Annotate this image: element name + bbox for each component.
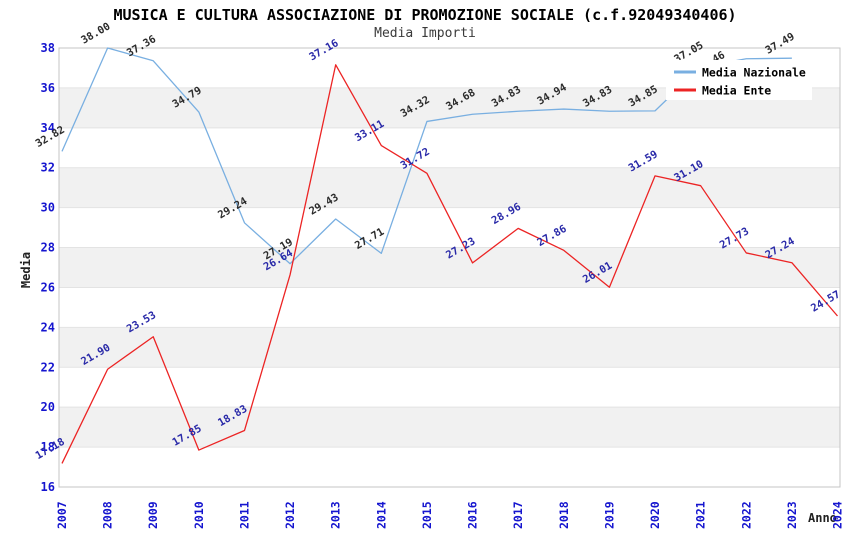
y-tick-label: 16	[41, 480, 55, 494]
y-tick-label: 34	[41, 121, 55, 135]
x-tick-label: 2019	[602, 501, 616, 529]
y-tick-label: 26	[41, 280, 55, 294]
y-tick-label: 20	[41, 400, 55, 414]
x-tick-label: 2012	[283, 501, 297, 529]
x-tick-label: 2021	[694, 501, 708, 529]
x-tick-label: 2013	[329, 501, 343, 529]
x-tick-label: 2010	[192, 501, 206, 529]
data-label: 37.16	[307, 37, 340, 63]
x-tick-label: 2007	[55, 501, 69, 529]
x-axis-title: Anno	[808, 511, 837, 525]
x-tick-label: 2020	[648, 501, 662, 529]
plot-border	[58, 47, 841, 488]
x-tick-label: 2008	[101, 501, 115, 529]
y-tick-label: 30	[41, 201, 55, 215]
x-tick-label: 2015	[420, 501, 434, 529]
x-tick-label: 2009	[146, 501, 160, 529]
x-tick-label: 2023	[785, 501, 799, 529]
plot-band	[59, 327, 840, 368]
y-tick-label: 36	[41, 81, 55, 95]
plot-band	[59, 247, 840, 288]
legend-label-media-ente: Media Ente	[702, 84, 771, 98]
plot-band	[59, 167, 840, 208]
y-tick-label: 22	[41, 360, 55, 374]
legend-box	[666, 60, 812, 100]
y-tick-label: 18	[41, 440, 55, 454]
x-tick-label: 2014	[374, 501, 388, 529]
x-tick-label: 2024	[831, 501, 845, 529]
x-tick-label: 2011	[237, 501, 251, 529]
data-label: 38.00	[79, 20, 112, 46]
chart-subtitle: Media Importi	[374, 26, 476, 41]
x-tick-label: 2016	[466, 501, 480, 529]
y-tick-label: 38	[41, 41, 55, 55]
series-line-media-ente	[61, 64, 838, 464]
x-tick-label: 2018	[557, 501, 571, 529]
legend-label-media-nazionale: Media Nazionale	[702, 66, 806, 80]
y-tick-label: 28	[41, 241, 55, 255]
chart-title: MUSICA E CULTURA ASSOCIAZIONE DI PROMOZI…	[113, 6, 737, 24]
data-label: 37.49	[763, 31, 796, 57]
x-tick-label: 2022	[739, 501, 753, 529]
data-label: 24.57	[809, 288, 842, 314]
data-label: 37.36	[125, 33, 158, 59]
x-tick-label: 2017	[511, 501, 525, 529]
y-tick-label: 24	[41, 320, 55, 334]
y-tick-label: 32	[41, 161, 55, 175]
